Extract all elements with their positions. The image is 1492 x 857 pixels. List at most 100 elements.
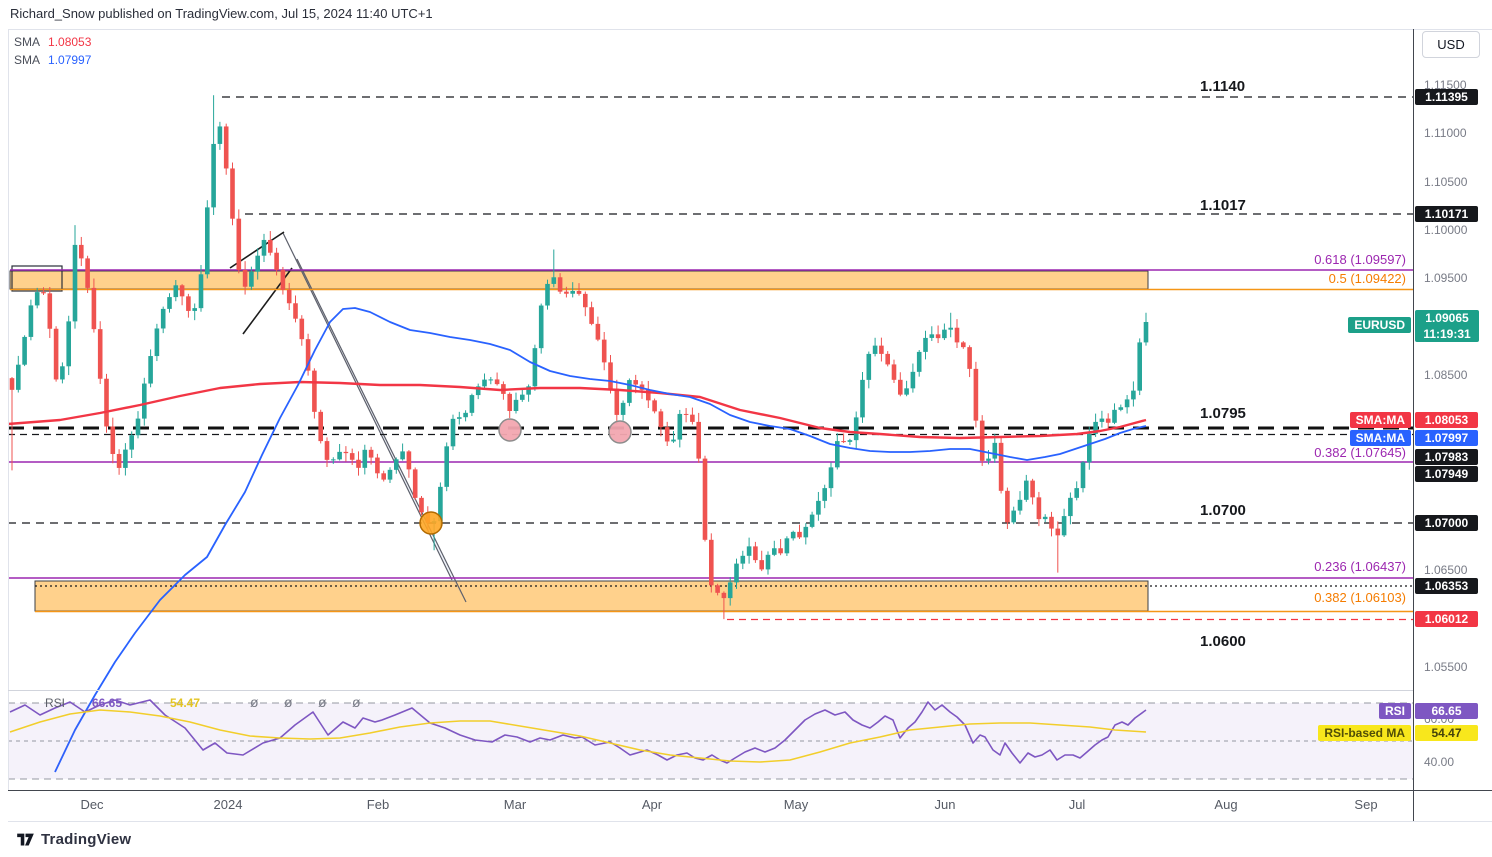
candle bbox=[362, 449, 368, 468]
candle bbox=[1011, 510, 1016, 523]
candle bbox=[652, 400, 657, 412]
candle bbox=[337, 451, 342, 460]
candle bbox=[457, 417, 462, 419]
candle bbox=[129, 435, 134, 450]
candle bbox=[658, 411, 664, 428]
candle bbox=[885, 353, 890, 365]
candle bbox=[242, 269, 248, 287]
candle bbox=[734, 563, 739, 583]
candle bbox=[564, 291, 569, 294]
channel-line bbox=[296, 258, 467, 603]
candle bbox=[1074, 488, 1079, 498]
candle bbox=[142, 383, 147, 419]
candle bbox=[488, 379, 494, 381]
candle bbox=[356, 459, 361, 468]
candle bbox=[261, 239, 267, 256]
candle bbox=[205, 207, 210, 275]
candle bbox=[186, 296, 191, 311]
candle bbox=[9, 378, 15, 390]
plot-left-border bbox=[8, 29, 9, 790]
candle bbox=[608, 362, 613, 389]
indicator-legend[interactable]: SMA 1.08053 SMA 1.07997 bbox=[14, 33, 91, 69]
candle bbox=[16, 364, 21, 390]
candle bbox=[312, 370, 317, 412]
candle bbox=[53, 328, 59, 380]
sma1-value: 1.08053 bbox=[48, 35, 92, 49]
candle bbox=[463, 412, 468, 418]
candle bbox=[223, 126, 229, 169]
candle bbox=[740, 555, 746, 564]
candle bbox=[614, 388, 620, 415]
candle bbox=[1131, 390, 1136, 400]
candle bbox=[620, 402, 626, 415]
candle bbox=[293, 303, 298, 319]
candle bbox=[349, 453, 355, 460]
sma-blue-line bbox=[54, 307, 1147, 773]
candle bbox=[1143, 321, 1149, 343]
candle bbox=[387, 469, 393, 480]
candle bbox=[677, 413, 683, 440]
candle bbox=[948, 327, 953, 330]
candle bbox=[160, 308, 166, 329]
candle bbox=[1036, 497, 1042, 520]
candle bbox=[797, 531, 802, 538]
candle bbox=[671, 439, 676, 442]
candle bbox=[822, 488, 827, 501]
sma-legend-row-2[interactable]: SMA 1.07997 bbox=[14, 51, 91, 69]
candle bbox=[727, 582, 733, 599]
candle bbox=[135, 418, 141, 436]
candle bbox=[954, 327, 960, 343]
time-axis-bottom-border bbox=[8, 821, 1492, 822]
candle bbox=[230, 168, 235, 219]
candle bbox=[299, 318, 305, 340]
sma2-label: SMA bbox=[14, 53, 41, 67]
candle bbox=[683, 413, 689, 415]
sma1-label: SMA bbox=[14, 35, 41, 49]
candle bbox=[286, 289, 292, 304]
candle bbox=[721, 592, 727, 599]
candle bbox=[973, 368, 979, 421]
candle bbox=[192, 308, 197, 311]
candle bbox=[22, 336, 27, 365]
candle bbox=[28, 305, 34, 337]
candle bbox=[664, 427, 670, 442]
candle bbox=[847, 440, 853, 442]
candle bbox=[910, 371, 916, 389]
candle bbox=[942, 329, 947, 339]
candle bbox=[532, 348, 538, 387]
candle bbox=[412, 469, 418, 498]
sma2-value: 1.07997 bbox=[48, 53, 92, 67]
candle bbox=[961, 342, 966, 348]
candle bbox=[545, 283, 550, 306]
candle bbox=[1055, 528, 1061, 536]
tradingview-watermark[interactable]: TradingView bbox=[16, 830, 131, 849]
candle bbox=[34, 292, 40, 306]
candle bbox=[538, 305, 544, 349]
sma-legend-row-1[interactable]: SMA 1.08053 bbox=[14, 33, 91, 51]
circle-marker bbox=[608, 420, 632, 444]
candle bbox=[475, 386, 481, 396]
candle bbox=[60, 366, 65, 380]
rsi-line bbox=[9, 699, 1147, 764]
candle bbox=[394, 459, 399, 470]
candle bbox=[331, 459, 336, 461]
candle bbox=[690, 414, 695, 422]
candle bbox=[1099, 418, 1105, 422]
currency-usd-button[interactable]: USD bbox=[1422, 31, 1480, 58]
candle bbox=[1112, 409, 1117, 423]
candle bbox=[41, 292, 46, 294]
candle bbox=[469, 395, 475, 413]
candle bbox=[765, 554, 771, 570]
candle bbox=[167, 297, 172, 309]
candle bbox=[406, 451, 412, 470]
pane-separator[interactable] bbox=[8, 690, 1413, 691]
circle-marker bbox=[419, 511, 443, 535]
candle bbox=[1093, 421, 1098, 434]
candle bbox=[444, 446, 449, 487]
candle bbox=[381, 473, 386, 480]
candle bbox=[482, 379, 487, 387]
candle bbox=[835, 441, 840, 468]
candle bbox=[123, 449, 128, 468]
